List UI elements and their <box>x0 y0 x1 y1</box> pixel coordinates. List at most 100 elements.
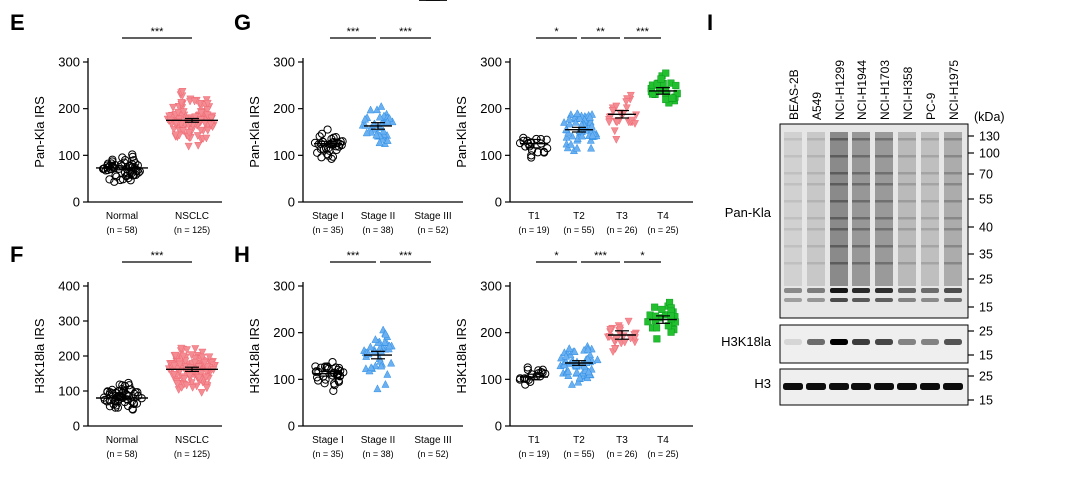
lane-band <box>807 183 825 186</box>
data-point <box>187 351 196 360</box>
data-point <box>632 111 641 120</box>
data-point <box>115 380 124 389</box>
data-point <box>593 355 602 364</box>
data-point <box>383 117 392 126</box>
lane-band <box>875 217 893 220</box>
lane-band-15k <box>875 288 893 293</box>
data-point <box>202 134 211 143</box>
data-point <box>170 371 179 379</box>
kda-label: 70 <box>979 168 993 182</box>
lane-band <box>944 155 962 158</box>
data-point <box>205 353 214 362</box>
lane-band <box>784 228 802 231</box>
data-point <box>366 342 375 351</box>
n-label: (n = 125) <box>174 225 210 235</box>
group-stage-ii <box>358 102 397 147</box>
h3-band <box>851 383 871 390</box>
y-tick-label: 100 <box>480 148 502 163</box>
data-point <box>185 371 194 380</box>
data-point <box>106 164 116 174</box>
kda-label: 40 <box>979 221 993 235</box>
data-point <box>182 381 191 390</box>
data-point <box>207 114 216 123</box>
data-point <box>383 136 392 144</box>
n-label: (n = 58) <box>106 225 137 235</box>
lane-band-15k <box>784 288 802 293</box>
data-point <box>381 379 390 388</box>
y-tick-label: 0 <box>495 419 502 434</box>
data-point <box>317 153 326 162</box>
category-label: Stage II <box>361 211 395 222</box>
category-label: T1 <box>528 435 540 446</box>
lane-band <box>784 172 802 175</box>
data-point <box>125 385 134 394</box>
n-label: (n = 35) <box>312 449 343 459</box>
data-point <box>668 94 676 102</box>
significance-label: *** <box>399 250 413 262</box>
data-point <box>373 384 382 393</box>
kda-label: 100 <box>979 147 1000 161</box>
data-point <box>367 127 376 136</box>
lane-band <box>921 200 939 203</box>
data-point <box>175 360 184 369</box>
data-point <box>519 374 528 383</box>
lane-smear <box>784 132 802 286</box>
lane-label: NCI-H1299 <box>833 60 847 120</box>
data-point <box>375 138 384 147</box>
data-point <box>622 98 631 107</box>
data-point <box>651 303 659 311</box>
lane-band <box>898 138 916 141</box>
data-point <box>672 81 680 90</box>
data-point <box>334 363 344 373</box>
y-tick-label: 300 <box>273 55 295 70</box>
lane-band <box>784 155 802 158</box>
y-axis-title: H3K18la IRS <box>32 318 47 393</box>
data-point <box>327 154 336 163</box>
data-point <box>662 95 670 104</box>
lane-band <box>944 217 962 220</box>
data-point <box>182 346 191 355</box>
y-tick-label: 300 <box>273 279 295 294</box>
data-point <box>178 88 187 96</box>
western-blot: BEAS-2B A549 NCI-H1299 NCI-H1944 NCI-H1703 NC… <box>721 60 1004 408</box>
y-tick-label: 0 <box>73 195 80 210</box>
category-label: T2 <box>573 435 585 446</box>
category-label: Stage III <box>414 435 451 446</box>
kda-label: 15 <box>979 394 993 408</box>
data-point <box>380 337 389 346</box>
data-point <box>606 326 615 334</box>
data-point <box>179 352 188 361</box>
significance-label: *** <box>399 26 413 38</box>
lane-band <box>898 200 916 203</box>
data-point <box>667 328 675 336</box>
data-point <box>120 168 130 177</box>
data-point <box>538 368 547 377</box>
data-point <box>653 324 661 332</box>
plot-h-5: 0 100 200 300 H3K18la IRS T1 (n = 19) T2 (n = 55… <box>454 250 693 459</box>
n-label: (n = 25) <box>647 449 678 459</box>
category-label: T3 <box>616 435 628 446</box>
lane-smear <box>830 132 848 286</box>
lane-smear <box>898 132 916 286</box>
lane-band-low <box>807 298 825 302</box>
y-tick-label: 200 <box>58 101 80 116</box>
h3-band <box>806 383 826 390</box>
lane-band <box>784 262 802 265</box>
data-point <box>108 157 117 166</box>
y-tick-label: 300 <box>480 279 502 294</box>
data-point <box>562 132 571 141</box>
data-point <box>575 373 584 382</box>
lane-band-low <box>921 298 939 302</box>
data-point <box>171 351 180 360</box>
category-label: T4 <box>657 435 669 446</box>
data-point <box>193 132 202 140</box>
group-stage-i <box>311 357 348 395</box>
significance-label: * <box>554 26 559 38</box>
kda-label: 25 <box>979 370 993 384</box>
lane-band <box>852 155 870 158</box>
data-point <box>323 125 332 134</box>
lane-band <box>921 262 939 265</box>
data-point <box>561 351 570 360</box>
lane-band-low <box>830 298 848 302</box>
